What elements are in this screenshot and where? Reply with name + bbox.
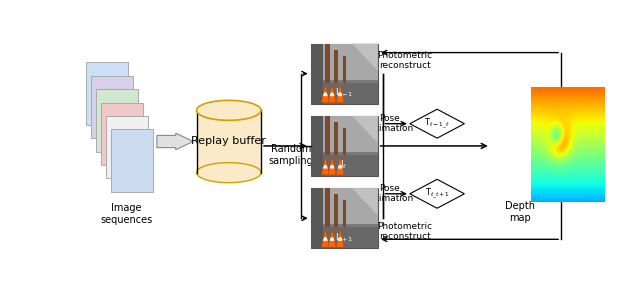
Polygon shape [321, 229, 330, 247]
Polygon shape [323, 165, 328, 168]
Text: Random
sampling: Random sampling [268, 144, 313, 166]
Polygon shape [352, 188, 378, 215]
FancyBboxPatch shape [310, 44, 323, 104]
FancyBboxPatch shape [343, 200, 346, 227]
Polygon shape [323, 92, 328, 96]
FancyBboxPatch shape [334, 50, 338, 83]
FancyBboxPatch shape [325, 116, 330, 155]
Text: T$_{t-1\_t}$: T$_{t-1\_t}$ [424, 116, 450, 131]
FancyBboxPatch shape [310, 227, 378, 248]
FancyBboxPatch shape [310, 44, 378, 104]
Text: Pose
estimation: Pose estimation [366, 184, 414, 203]
Polygon shape [157, 133, 193, 150]
Text: T$_{t\_t+1}$: T$_{t\_t+1}$ [424, 187, 450, 201]
FancyBboxPatch shape [111, 129, 153, 192]
Polygon shape [330, 92, 335, 96]
Polygon shape [352, 116, 378, 143]
Polygon shape [328, 84, 336, 103]
Text: Depth
map: Depth map [505, 201, 535, 223]
Polygon shape [336, 84, 344, 103]
FancyBboxPatch shape [96, 89, 138, 151]
Text: I$_t$: I$_t$ [340, 159, 348, 171]
FancyBboxPatch shape [86, 62, 128, 125]
FancyBboxPatch shape [323, 116, 378, 152]
FancyBboxPatch shape [334, 194, 338, 227]
Polygon shape [410, 179, 465, 208]
Ellipse shape [196, 100, 261, 120]
FancyBboxPatch shape [106, 116, 148, 178]
FancyBboxPatch shape [323, 44, 378, 80]
Text: Replay buffer: Replay buffer [191, 136, 266, 147]
FancyBboxPatch shape [325, 188, 330, 227]
FancyBboxPatch shape [101, 103, 143, 165]
Polygon shape [196, 110, 261, 173]
Polygon shape [321, 157, 330, 175]
Text: Photometric
reconstruct: Photometric reconstruct [378, 222, 433, 241]
Text: Pose
estimation: Pose estimation [366, 114, 414, 134]
FancyBboxPatch shape [310, 83, 378, 104]
FancyBboxPatch shape [325, 44, 330, 83]
Polygon shape [336, 157, 344, 175]
Polygon shape [328, 157, 336, 175]
FancyBboxPatch shape [310, 116, 323, 176]
Polygon shape [321, 84, 330, 103]
Polygon shape [338, 237, 342, 241]
FancyBboxPatch shape [310, 116, 378, 176]
Ellipse shape [196, 163, 261, 183]
FancyBboxPatch shape [323, 188, 378, 224]
Polygon shape [338, 92, 342, 96]
Polygon shape [330, 237, 335, 241]
Polygon shape [352, 44, 378, 71]
Polygon shape [328, 229, 336, 247]
FancyBboxPatch shape [91, 76, 133, 138]
FancyBboxPatch shape [310, 188, 323, 248]
Text: I$_{t+1}$: I$_{t+1}$ [335, 231, 353, 244]
FancyBboxPatch shape [310, 188, 378, 248]
Polygon shape [338, 165, 342, 168]
FancyBboxPatch shape [334, 122, 338, 155]
Polygon shape [410, 109, 465, 138]
Polygon shape [330, 165, 335, 168]
Text: Image
sequences: Image sequences [100, 203, 152, 225]
Text: I$_{t-1}$: I$_{t-1}$ [335, 87, 353, 99]
Text: Photometric
reconstruct: Photometric reconstruct [378, 51, 433, 70]
FancyBboxPatch shape [310, 155, 378, 176]
FancyBboxPatch shape [343, 128, 346, 155]
Polygon shape [336, 229, 344, 247]
FancyBboxPatch shape [343, 55, 346, 83]
Polygon shape [323, 237, 328, 241]
